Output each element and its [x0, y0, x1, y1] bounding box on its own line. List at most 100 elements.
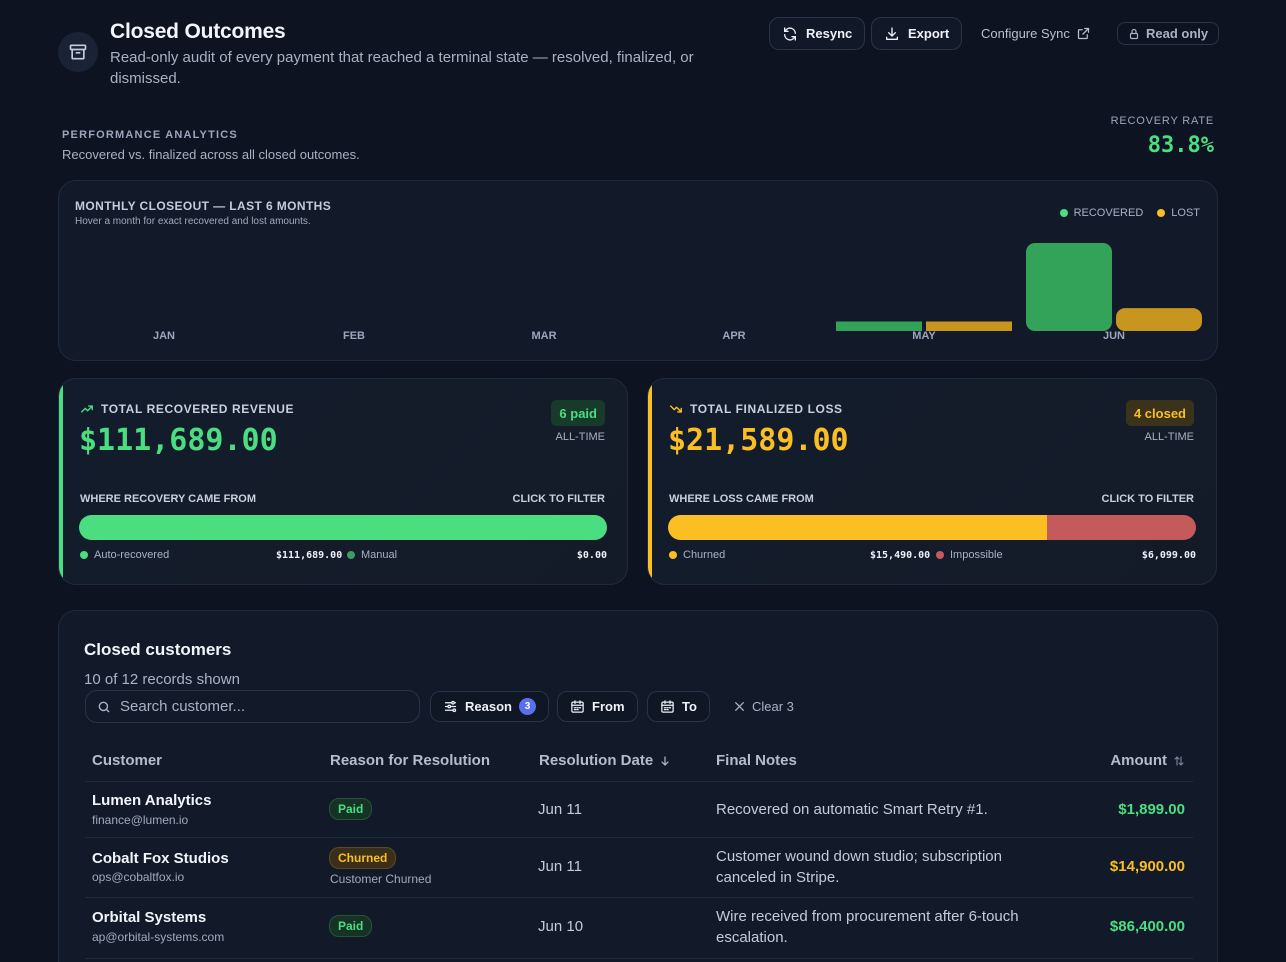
x-tick-label: JAN — [153, 330, 175, 342]
recovery-source-bar[interactable] — [79, 515, 607, 540]
search-field[interactable]: Search customer... — [85, 690, 420, 723]
loss-source-bar[interactable] — [668, 515, 1196, 540]
impossible-amount: $6,099.00 — [1141, 550, 1196, 561]
impossible-legend[interactable]: Impossible — [936, 549, 1003, 561]
customer-email: ops@cobaltfox.io — [92, 870, 185, 884]
auto-recovered-legend[interactable]: Auto-recovered — [80, 549, 169, 561]
churned-segment[interactable] — [668, 515, 1047, 540]
status-badge: Paid — [329, 798, 373, 820]
chart-baseline-mask — [59, 323, 1217, 331]
loss-title-row: TOTAL FINALIZED LOSS — [669, 402, 843, 416]
search-icon — [98, 701, 110, 712]
to-date-label: To — [682, 699, 697, 714]
x-tick-label: FEB — [343, 330, 365, 342]
clear-filters-button[interactable]: Clear 3 — [733, 691, 794, 722]
column-header-date[interactable]: Resolution Date — [539, 752, 671, 769]
bar-lost-may[interactable] — [926, 321, 1012, 332]
manual-label: Manual — [361, 549, 398, 561]
auto-dot — [80, 551, 88, 559]
manual-amount: $0.00 — [576, 550, 607, 561]
to-date-button[interactable]: To — [647, 691, 710, 722]
recovered-title-row: TOTAL RECOVERED REVENUE — [80, 402, 294, 416]
download-icon — [886, 26, 898, 40]
monthly-closeout-chart: JAN FEB MAR APR MAY JUN MONTHLY CLOSEOUT — LA… — [58, 180, 1218, 361]
column-header-customer[interactable]: Customer — [92, 752, 163, 769]
final-notes: Wire received from procurement after 6-t… — [716, 908, 1019, 946]
final-notes: Customer wound down studio; subscription… — [716, 848, 1002, 886]
x-tick-label: JUN — [1103, 330, 1125, 342]
chart-title: MONTHLY CLOSEOUT — LAST 6 MONTHS — [75, 199, 332, 213]
resolution-date: Jun 10 — [538, 918, 584, 935]
customer-name: Cobalt Fox Studios — [92, 850, 229, 867]
churned-label: Churned — [683, 549, 726, 561]
customer-email: finance@lumen.io — [92, 813, 189, 827]
table-row[interactable]: Cobalt Fox Studios ops@cobaltfox.io Chur… — [85, 838, 1193, 897]
auto-recovered-segment[interactable] — [79, 515, 607, 540]
bar-lost-jun[interactable] — [1116, 308, 1202, 331]
recovered-revenue-card: TOTAL RECOVERED REVENUE $111,689.00 6 pa… — [58, 378, 628, 585]
auto-label: Auto-recovered — [94, 549, 170, 561]
table-title: Closed customers — [84, 640, 232, 659]
bar-recovered-jun[interactable] — [1026, 243, 1112, 331]
close-icon — [735, 702, 744, 711]
read-only-label: Read only — [1146, 26, 1209, 41]
amount: $1,899.00 — [1118, 801, 1185, 818]
customer-name: Lumen Analytics — [92, 792, 212, 809]
card-accent — [648, 379, 652, 584]
configure-sync-link[interactable]: Configure Sync — [981, 17, 1091, 50]
external-link-icon — [1077, 27, 1090, 40]
sort-icon — [1174, 755, 1184, 766]
chart-canvas: JAN FEB MAR APR MAY JUN — [59, 243, 1217, 342]
amount: $86,400.00 — [1109, 918, 1185, 935]
loss-click-label: CLICK TO FILTER — [1101, 493, 1194, 505]
reason-filter-count: 3 — [518, 698, 536, 715]
bar-recovered-may[interactable] — [836, 321, 922, 332]
impossible-label: Impossible — [950, 549, 1003, 561]
column-header-reason[interactable]: Reason for Resolution — [330, 752, 491, 769]
paid-count-badge: 6 paid — [551, 400, 605, 426]
column-header-amount-label: Amount — [1110, 752, 1167, 769]
reason-filter-button[interactable]: Reason 3 — [430, 691, 549, 722]
closed-customers-card: Closed customers 10 of 12 records shown … — [58, 610, 1218, 962]
resolution-date: Jun 11 — [538, 858, 582, 875]
table-row[interactable]: Orbital Systems ap@orbital-systems.com P… — [85, 898, 1193, 958]
legend-recovered-dot — [1059, 209, 1068, 217]
impossible-segment[interactable] — [1046, 515, 1196, 540]
divider — [85, 897, 1193, 898]
sliders-icon — [444, 700, 457, 713]
status-badge: Paid — [329, 915, 373, 937]
card-accent — [59, 379, 63, 584]
final-notes: Recovered on automatic Smart Retry #1. — [716, 801, 988, 818]
trending-up-icon — [81, 405, 93, 413]
recovery-rate-label: RECOVERY RATE — [1110, 115, 1214, 127]
search-placeholder: Search customer... — [120, 698, 246, 715]
status-reason: Customer Churned — [330, 872, 432, 886]
read-only-badge: Read only — [1117, 22, 1220, 45]
churned-legend[interactable]: Churned — [669, 549, 725, 561]
table-row[interactable]: Lumen Analytics finance@lumen.io Paid Ju… — [85, 782, 1193, 837]
export-button[interactable]: Export — [871, 17, 963, 50]
page-title: Closed Outcomes — [110, 20, 286, 43]
arrow-down-icon — [661, 755, 669, 766]
status-badge: Churned — [329, 847, 397, 869]
loss-value: $21,589.00 — [668, 423, 849, 458]
churned-amount: $15,490.00 — [870, 550, 931, 561]
column-header-notes[interactable]: Final Notes — [716, 752, 797, 769]
from-date-button[interactable]: From — [557, 691, 638, 722]
from-date-label: From — [592, 699, 625, 714]
recovered-where-label: WHERE RECOVERY CAME FROM — [80, 493, 257, 505]
resync-button[interactable]: Resync — [769, 17, 866, 50]
export-label: Export — [908, 26, 950, 41]
loss-period: ALL-TIME — [1144, 431, 1194, 443]
chart-legend: RECOVERED LOST — [1059, 207, 1200, 219]
legend-lost: LOST — [1157, 207, 1200, 219]
column-header-amount[interactable]: Amount — [1110, 752, 1185, 769]
auto-amount: $111,689.00 — [276, 550, 343, 561]
manual-legend[interactable]: Manual — [347, 549, 397, 561]
calendar-icon — [571, 700, 584, 713]
manual-dot — [347, 551, 355, 559]
customer-email: ap@orbital-systems.com — [92, 930, 225, 944]
closed-count-badge: 4 closed — [1125, 400, 1194, 426]
loss-title: TOTAL FINALIZED LOSS — [690, 402, 843, 416]
analytics-subtitle: Recovered vs. finalized across all close… — [62, 147, 360, 162]
